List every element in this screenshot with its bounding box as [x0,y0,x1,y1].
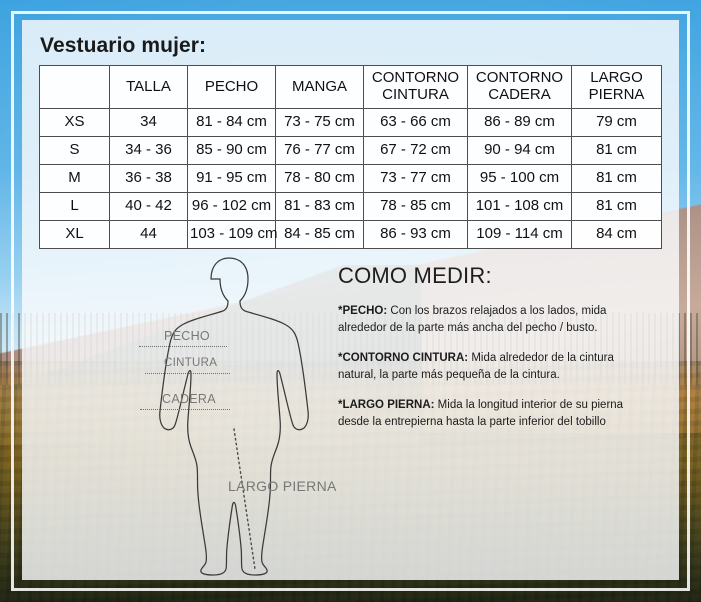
cell-manga: 84 - 85 cm [275,220,364,249]
table-body: XS 34 81 - 84 cm 73 - 75 cm 63 - 66 cm 8… [39,108,662,249]
measure-text-largo-pierna: Mida la longitud interior de su pierna d… [338,399,624,429]
table-header-row: TALLA PECHO MANGA CONTORNO CINTURA CONTO… [39,65,662,109]
cell-talla: 36 - 38 [109,164,188,193]
cell-manga: 73 - 75 cm [275,108,364,137]
cell-cadera: 95 - 100 cm [467,164,572,193]
figure-label-largo-pierna: LARGO PIERNA [228,478,337,494]
header-largo-pierna-line2: PIERNA [588,86,645,103]
figure-dotline-cadera [140,409,230,410]
table-row: S 34 - 36 85 - 90 cm 76 - 77 cm 67 - 72 … [39,136,662,165]
lower-section: PECHO CINTURA CADERA LARGO PIERNA COMO M… [38,255,663,600]
cell-talla: 44 [109,220,188,249]
measure-item-largo-pierna: *LARGO PIERNA: Mida la longitud interior… [338,397,638,431]
body-figure: PECHO CINTURA CADERA LARGO PIERNA [116,253,356,583]
content-panel: Vestuario mujer: TALLA PECHO MANGA CONTO… [22,20,679,580]
cell-cadera: 109 - 114 cm [467,220,572,249]
inseam-measure-line [233,428,256,570]
table-row: XS 34 81 - 84 cm 73 - 75 cm 63 - 66 cm 8… [39,108,662,137]
cell-manga: 76 - 77 cm [275,136,364,165]
cell-talla: 34 - 36 [109,136,188,165]
cell-pecho: 103 - 109 cm [187,220,278,249]
header-contorno-cintura: CONTORNO CINTURA [363,65,468,109]
how-to-measure-heading: COMO MEDIR: [338,263,492,288]
cell-size: L [39,192,110,221]
cell-pecho: 81 - 84 cm [187,108,276,137]
cell-size: M [39,164,110,193]
cell-cintura: 63 - 66 cm [363,108,468,137]
header-contorno-cadera-line1: CONTORNO [475,69,564,87]
header-contorno-cintura-line2: CINTURA [382,86,449,103]
table-row: XL 44 103 - 109 cm 84 - 85 cm 86 - 93 cm… [39,220,662,249]
figure-label-cadera: CADERA [162,392,216,406]
cell-pierna: 84 cm [571,220,662,249]
header-pecho: PECHO [187,65,276,109]
cell-pierna: 81 cm [571,192,662,221]
cell-pecho: 96 - 102 cm [187,192,276,221]
page-title: Vestuario mujer: [40,34,207,57]
cell-size: XL [39,220,110,249]
cell-pierna: 79 cm [571,108,662,137]
header-contorno-cadera: CONTORNO CADERA [467,65,572,109]
cell-size: S [39,136,110,165]
cell-pecho: 85 - 90 cm [187,136,276,165]
how-to-measure-section: COMO MEDIR: *PECHO: Con los brazos relaj… [338,263,638,444]
header-contorno-cadera-line2: CADERA [488,86,551,103]
size-table: TALLA PECHO MANGA CONTORNO CINTURA CONTO… [39,65,662,249]
white-border-frame [11,11,690,591]
cell-cintura: 78 - 85 cm [363,192,468,221]
header-talla: TALLA [109,65,188,109]
figure-dotline-cintura [145,373,230,374]
measure-text-contorno-cintura: Mida alrededor de la cintura natural, la… [338,352,614,382]
cell-talla: 40 - 42 [109,192,188,221]
cell-cintura: 86 - 93 cm [363,220,468,249]
measure-term-pecho: *PECHO: [338,305,388,317]
header-manga: MANGA [275,65,364,109]
cell-cadera: 101 - 108 cm [467,192,572,221]
cell-cadera: 86 - 89 cm [467,108,572,137]
cell-cadera: 90 - 94 cm [467,136,572,165]
cell-cintura: 67 - 72 cm [363,136,468,165]
measure-item-contorno-cintura: *CONTORNO CINTURA: Mida alrededor de la … [338,350,638,384]
cell-size: XS [39,108,110,137]
cell-manga: 78 - 80 cm [275,164,364,193]
body-silhouette-icon [159,257,309,576]
cell-manga: 81 - 83 cm [275,192,364,221]
cell-pierna: 81 cm [571,164,662,193]
figure-dotline-pecho [139,346,227,347]
header-contorno-cintura-line1: CONTORNO [371,69,460,87]
header-largo-pierna-line1: LARGO [590,69,643,87]
header-largo-pierna: LARGO PIERNA [571,65,662,109]
cell-pecho: 91 - 95 cm [187,164,276,193]
figure-label-cintura: CINTURA [164,357,218,369]
measure-item-pecho: *PECHO: Con los brazos relajados a los l… [338,303,638,337]
header-size-blank [39,65,110,109]
table-row: L 40 - 42 96 - 102 cm 81 - 83 cm 78 - 85… [39,192,662,221]
figure-label-pecho: PECHO [164,329,210,343]
measure-term-largo-pierna: *LARGO PIERNA: [338,399,435,412]
table-row: M 36 - 38 91 - 95 cm 78 - 80 cm 73 - 77 … [39,164,662,193]
cell-cintura: 73 - 77 cm [363,164,468,193]
cell-talla: 34 [109,108,188,137]
measure-term-contorno-cintura: *CONTORNO CINTURA: [338,352,469,365]
measure-text-pecho: Con los brazos relajados a los lados, mi… [338,305,607,335]
cell-pierna: 81 cm [571,136,662,165]
